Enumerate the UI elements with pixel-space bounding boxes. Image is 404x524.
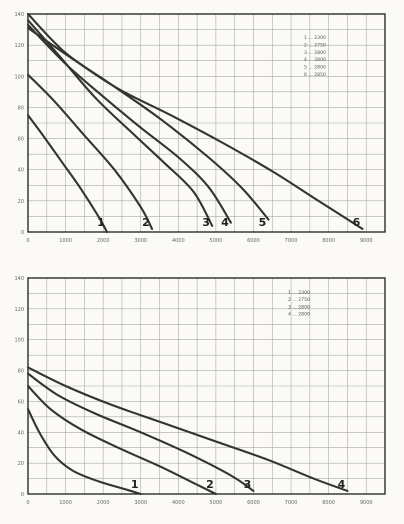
legend-entry: 1 ... 2300 bbox=[288, 290, 310, 296]
series-line-2 bbox=[26, 384, 217, 496]
y-tick-label: 120 bbox=[14, 307, 24, 313]
x-tick-label: 8000 bbox=[322, 238, 335, 244]
x-tick-label: 0 bbox=[26, 500, 29, 506]
curve-label-1: 1 bbox=[97, 216, 105, 229]
y-tick-label: 40 bbox=[18, 168, 24, 174]
x-tick-label: 8000 bbox=[322, 500, 335, 506]
y-tick-label: 80 bbox=[18, 105, 24, 111]
y-tick-label: 80 bbox=[18, 369, 24, 375]
x-tick-label: 6000 bbox=[247, 500, 260, 506]
y-tick-label: 140 bbox=[14, 12, 24, 18]
y-tick-label: 120 bbox=[14, 43, 24, 49]
x-tick-label: 4000 bbox=[172, 500, 185, 506]
curve-label-2: 2 bbox=[206, 478, 214, 491]
legend-entry: 5 ... 2800 bbox=[304, 65, 326, 71]
x-tick-label: 1000 bbox=[59, 238, 72, 244]
y-tick-label: 60 bbox=[18, 399, 24, 405]
x-tick-label: 4000 bbox=[172, 238, 185, 244]
x-tick-label: 0 bbox=[26, 238, 29, 244]
y-tick-label: 20 bbox=[18, 199, 24, 205]
plot-frame bbox=[27, 13, 386, 233]
curve-label-4: 4 bbox=[221, 216, 229, 229]
x-tick-label: 1000 bbox=[59, 500, 72, 506]
chart-panel-1: 0 1000 2000 3000 4000 5000 6000 7000 8000 9000 0 20… bbox=[14, 12, 386, 244]
x-tick-label: 5000 bbox=[210, 238, 223, 244]
x-tick-label: 3000 bbox=[134, 238, 147, 244]
series-line-1 bbox=[26, 114, 108, 234]
curve-label-3: 3 bbox=[244, 478, 252, 491]
y-tick-label: 60 bbox=[18, 137, 24, 143]
curve-label-4: 4 bbox=[338, 478, 346, 491]
y-tick-label: 20 bbox=[18, 461, 24, 467]
legend-entry: 1 ... 2300 bbox=[304, 35, 326, 41]
x-tick-label: 6000 bbox=[247, 238, 260, 244]
y-tick-label: 0 bbox=[21, 492, 24, 498]
x-tick-label: 3000 bbox=[134, 500, 147, 506]
curve-label-6: 6 bbox=[353, 216, 361, 229]
x-tick-label: 5000 bbox=[210, 500, 223, 506]
legend-entry: 3 ... 2800 bbox=[304, 50, 326, 56]
series-line-3 bbox=[26, 372, 255, 492]
series-line-4 bbox=[26, 23, 232, 224]
x-tick-label: 2000 bbox=[97, 238, 110, 244]
y-tick-label: 0 bbox=[21, 230, 24, 236]
legend-entry: 4 ... 2800 bbox=[288, 312, 310, 318]
y-tick-label: 100 bbox=[14, 338, 24, 344]
series-line-4 bbox=[26, 366, 349, 492]
grid bbox=[28, 14, 385, 232]
series-line-2 bbox=[26, 73, 154, 230]
y-tick-label: 40 bbox=[18, 430, 24, 436]
series-line-1 bbox=[26, 408, 142, 496]
legend-entry: 4 ... 2800 bbox=[304, 57, 326, 63]
curve-label-2: 2 bbox=[142, 216, 150, 229]
x-tick-label: 9000 bbox=[360, 500, 373, 506]
curve-label-1: 1 bbox=[131, 478, 139, 491]
legend-entry: 3 ... 2800 bbox=[288, 304, 310, 310]
legend-entry: 2 ... 2750 bbox=[288, 297, 310, 303]
x-tick-label: 7000 bbox=[285, 500, 298, 506]
series-line-5 bbox=[26, 12, 270, 221]
y-tick-label: 100 bbox=[14, 74, 24, 80]
x-tick-label: 9000 bbox=[360, 238, 373, 244]
curve-label-5: 5 bbox=[259, 216, 267, 229]
chart-panel-2: 0 1000 2000 3000 4000 5000 6000 7000 8000 9000 0 20… bbox=[14, 276, 386, 506]
x-tick-label: 2000 bbox=[97, 500, 110, 506]
series-line-6 bbox=[26, 26, 364, 230]
curve-label-3: 3 bbox=[202, 216, 210, 229]
legend-entry: 2 ... 2750 bbox=[304, 42, 326, 48]
x-tick-label: 7000 bbox=[285, 238, 298, 244]
y-tick-label: 140 bbox=[14, 276, 24, 282]
legend-entry: 6 ... 2850 bbox=[304, 72, 326, 78]
series-line-3 bbox=[26, 19, 214, 227]
